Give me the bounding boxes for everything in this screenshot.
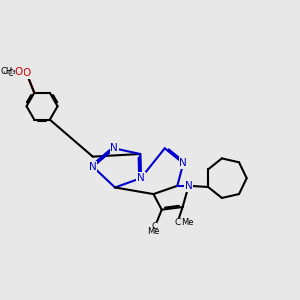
Text: C: C bbox=[174, 218, 181, 227]
Text: N: N bbox=[110, 143, 118, 153]
Text: O: O bbox=[22, 68, 31, 78]
Text: CH₃: CH₃ bbox=[1, 67, 16, 76]
Text: N: N bbox=[185, 181, 193, 191]
Text: OCH₃: OCH₃ bbox=[4, 69, 27, 78]
Text: O: O bbox=[14, 67, 22, 76]
Text: N: N bbox=[179, 158, 187, 168]
Text: O: O bbox=[22, 68, 31, 78]
Text: N: N bbox=[137, 173, 145, 183]
Text: CH₃: CH₃ bbox=[7, 69, 24, 78]
Text: O: O bbox=[6, 68, 14, 78]
Text: Me: Me bbox=[147, 227, 160, 236]
Text: C: C bbox=[152, 222, 158, 231]
Text: N: N bbox=[89, 162, 97, 172]
Text: Me: Me bbox=[181, 218, 194, 227]
